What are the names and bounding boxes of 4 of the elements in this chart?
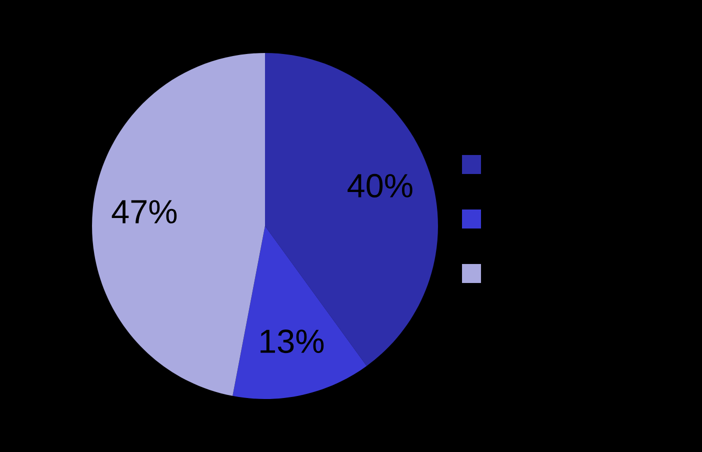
data-label: 47% bbox=[112, 200, 177, 224]
data-label: 40% bbox=[348, 174, 412, 198]
data-label: 13% bbox=[260, 330, 324, 354]
pie-slice bbox=[232, 226, 367, 399]
